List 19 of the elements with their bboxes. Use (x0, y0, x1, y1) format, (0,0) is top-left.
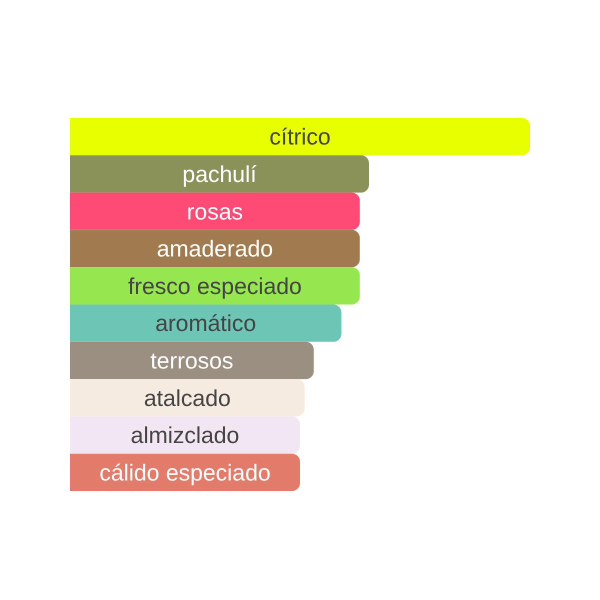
y-tick-label: pachulí (182, 160, 258, 187)
y-tick-label: almizclado (130, 422, 240, 448)
y-tick-label: terrosos (150, 347, 234, 374)
y-tick-label: rosas (186, 198, 244, 224)
y-tick-label: amaderado (156, 236, 274, 262)
y-tick-label: cálido especiado (99, 459, 271, 486)
y-tick-label: fresco especiado (128, 272, 302, 299)
bar (70, 342, 314, 380)
bar (70, 118, 530, 156)
bar (70, 416, 300, 454)
y-tick-label: cítrico (269, 124, 331, 150)
y-tick-label: aromático (155, 310, 256, 336)
bar (70, 304, 342, 342)
bar (70, 155, 369, 193)
bar (70, 230, 360, 268)
y-tick-label: atalcado (144, 384, 231, 411)
bar (70, 192, 360, 230)
bar (70, 379, 305, 416)
bar (70, 267, 360, 304)
